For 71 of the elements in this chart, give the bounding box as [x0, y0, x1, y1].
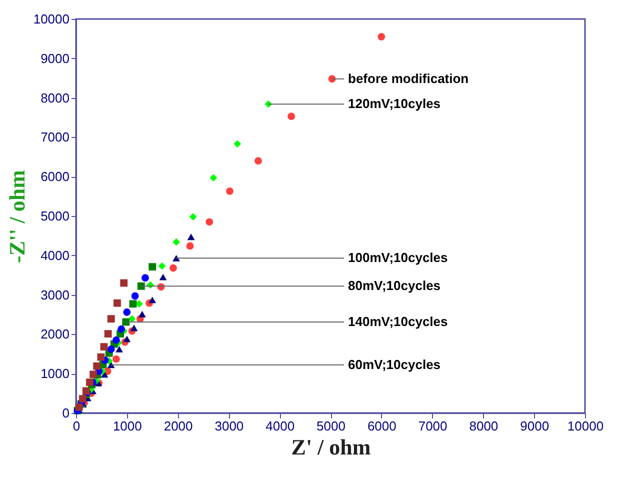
y-tick-label: 6000 — [40, 169, 70, 184]
point — [129, 300, 137, 308]
annotation: 80mV;10cycles — [348, 278, 441, 294]
annotation: 140mV;10cycles — [348, 314, 448, 329]
annotation: before modification — [348, 70, 469, 86]
point — [120, 279, 128, 287]
annotation: 60mV;10cycles — [348, 356, 441, 372]
point — [90, 370, 98, 378]
point — [189, 213, 197, 220]
y-tick-label: 10000 — [33, 12, 70, 26]
point — [107, 345, 115, 353]
point — [112, 336, 120, 344]
x-tick-label: 7000 — [418, 418, 448, 434]
point — [170, 264, 177, 272]
x-axis-title: Z' / ohm — [291, 434, 371, 460]
y-tick-label: 2000 — [40, 326, 70, 342]
point — [130, 324, 138, 332]
y-tick-label: 3000 — [40, 287, 70, 302]
point — [97, 353, 105, 361]
point — [142, 274, 149, 282]
point — [206, 218, 214, 226]
point — [123, 308, 131, 316]
annotation: 120mV;10cyles — [348, 96, 441, 112]
x-tick-label: 3000 — [214, 418, 244, 434]
point — [112, 355, 120, 363]
x-tick-label: 6000 — [367, 418, 396, 434]
point — [100, 343, 108, 351]
point — [148, 296, 156, 304]
x-tick-label: 5000 — [316, 418, 346, 434]
point — [328, 75, 336, 83]
point — [378, 33, 386, 40]
point — [131, 292, 139, 300]
y-tick-label: 5000 — [40, 208, 70, 224]
point — [93, 362, 101, 370]
point — [75, 403, 83, 411]
y-tick-label: 4000 — [40, 248, 70, 263]
point — [186, 242, 194, 250]
point — [159, 274, 167, 280]
y-tick-label: 8000 — [40, 90, 70, 106]
point — [138, 310, 146, 318]
y-tick-label: 0 — [62, 406, 70, 420]
point — [254, 157, 262, 165]
point — [210, 174, 218, 182]
y-tick-label: 7000 — [40, 130, 70, 145]
point — [116, 346, 123, 352]
x-tick-label: 8000 — [469, 418, 498, 434]
y-axis-title: -Z'' / ohm — [4, 170, 30, 263]
point — [187, 234, 195, 240]
point — [118, 325, 126, 333]
point — [104, 330, 112, 338]
x-tick-label: 2000 — [164, 418, 193, 434]
point — [148, 263, 156, 271]
point — [226, 187, 234, 195]
point — [107, 315, 115, 323]
x-tick-label: 4000 — [266, 418, 295, 434]
point — [288, 112, 296, 120]
point — [234, 140, 242, 148]
y-tick-label: 1000 — [40, 366, 70, 382]
point — [114, 299, 121, 307]
x-tick-label: 0 — [72, 418, 80, 434]
x-tick-label: 10000 — [567, 418, 604, 434]
y-tick-label: 9000 — [40, 50, 70, 66]
x-tick-label: 1000 — [112, 418, 142, 434]
point — [137, 282, 145, 290]
point — [123, 336, 131, 342]
annotation: 100mV;10cycles — [348, 250, 448, 266]
point — [78, 395, 86, 403]
x-tick-label: 9000 — [520, 418, 550, 434]
point — [172, 254, 180, 262]
point — [158, 262, 166, 270]
point — [86, 378, 94, 386]
